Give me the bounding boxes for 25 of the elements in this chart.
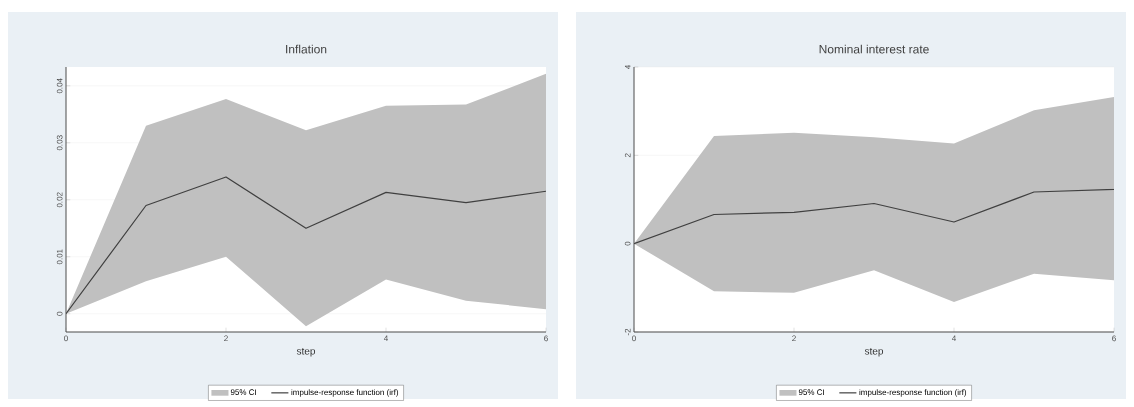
legend-label: impulse-response function (irf) [291,389,399,397]
x-tick-label: 4 [951,335,956,342]
text: 95% CI [798,389,824,395]
y-tick-label: 4 [624,65,631,70]
x-tick-label: 4 [383,335,388,342]
y-tick-label: 0.01 [56,249,63,265]
legend-label: impulse-response function (irf) [859,389,967,397]
y-tick-label: 0.02 [56,192,63,208]
x-tick-label: 0 [64,335,68,342]
x-tick-label: 2 [224,335,228,342]
x-axis-title: step [864,348,884,357]
x-tick-label: 6 [1112,335,1116,342]
x-tick-label: 0 [632,335,636,342]
text: 95% CI [230,389,256,395]
y-tick-label: -2 [624,328,631,336]
chart-title: Inflation [286,44,327,54]
chart-title: Nominal interest rate [819,44,929,54]
y-tick-label: 0 [56,311,63,316]
y-tick-label: 0.04 [56,78,63,94]
x-tick-label: 6 [544,335,548,342]
y-tick-label: 0 [624,241,631,246]
x-tick-label: 2 [792,335,796,342]
x-axis-title: step [296,348,316,357]
y-tick-label: 0.03 [56,135,63,151]
y-tick-label: 2 [624,153,631,158]
